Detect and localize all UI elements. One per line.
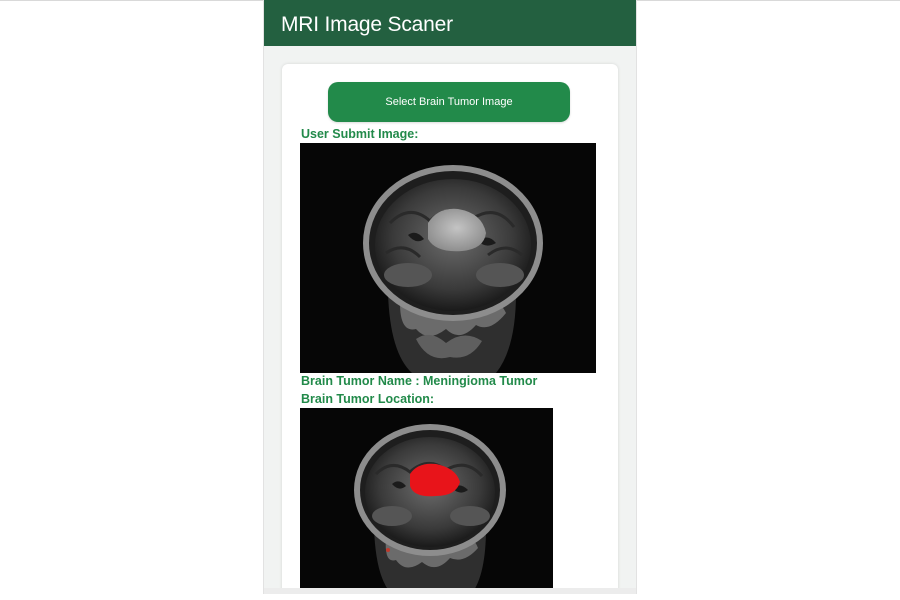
scan-card: Select Brain Tumor Image User Submit Ima…	[282, 64, 618, 594]
app-bar: MRI Image Scaner	[264, 0, 636, 46]
tumor-name-line: Brain Tumor Name : Meningioma Tumor	[301, 374, 537, 389]
submitted-mri-image	[300, 143, 596, 373]
select-image-button[interactable]: Select Brain Tumor Image	[328, 82, 570, 122]
app-title: MRI Image Scaner	[281, 13, 453, 37]
submitted-image-heading: User Submit Image:	[301, 127, 418, 142]
tumor-location-image	[300, 408, 553, 594]
submitted-mri-graphic	[300, 143, 596, 373]
app-screen: MRI Image Scaner Select Brain Tumor Imag…	[263, 0, 637, 594]
tumor-location-heading: Brain Tumor Location:	[301, 392, 434, 407]
tumor-location-graphic	[300, 408, 553, 594]
bottom-strip	[264, 588, 636, 594]
